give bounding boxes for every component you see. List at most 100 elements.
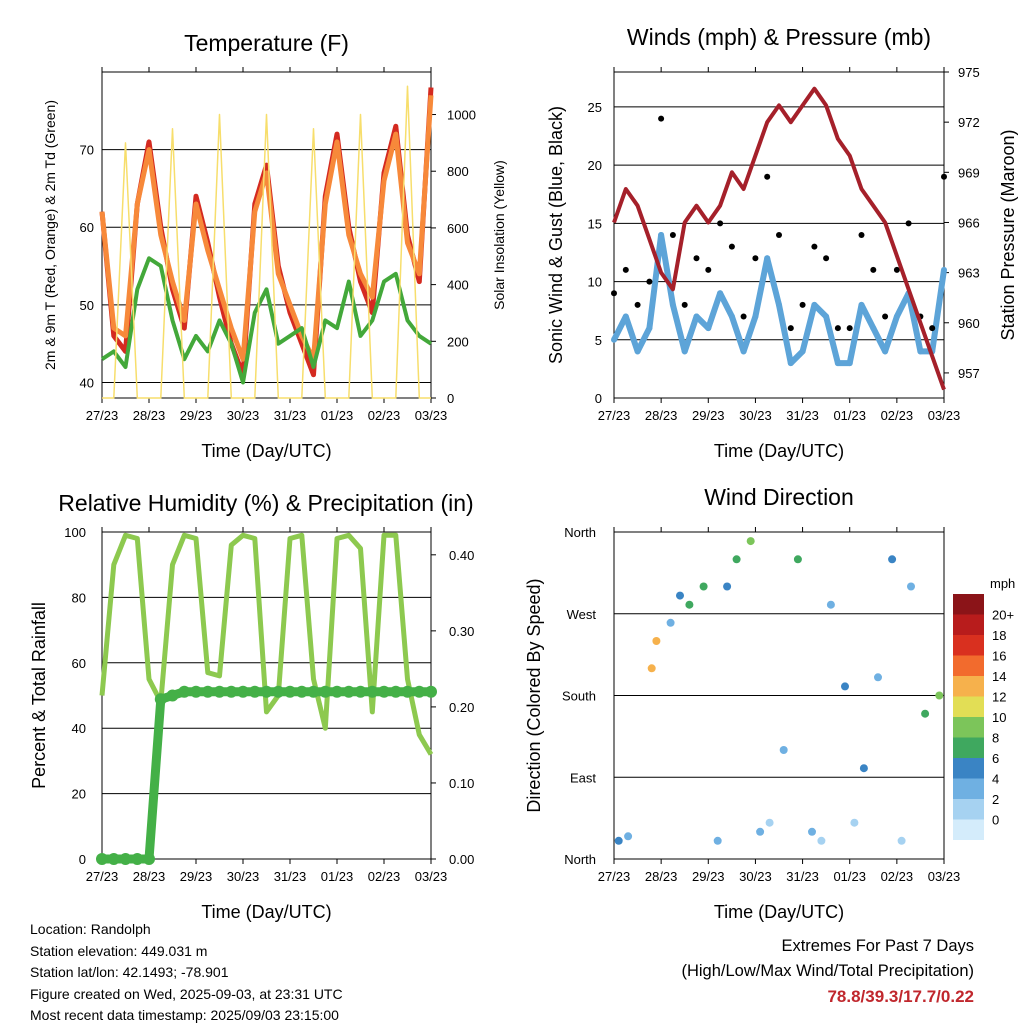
y-axis-label-left: 2m & 9m T (Red, Orange) & 2m Td (Green) [42, 100, 58, 370]
direction-point [921, 709, 930, 718]
x-axis-label: Time (Day/UTC) [714, 441, 844, 461]
y-tick-label-left: 0 [79, 852, 86, 867]
gust-point [811, 243, 818, 250]
direction-point [779, 746, 788, 754]
y-tick-label-right: 0.40 [449, 548, 474, 563]
timestamp-text: Most recent data timestamp: 2025/09/03 2… [30, 1007, 339, 1023]
wind-point [669, 301, 676, 308]
direction-point [746, 537, 755, 546]
rainfall-point [331, 685, 343, 698]
y-tick-label-right: 966 [958, 215, 980, 230]
rainfall-point [342, 685, 355, 698]
rainfall-point [389, 685, 402, 698]
extremes-heading: Extremes For Past 7 Days [781, 937, 974, 955]
colorbar-label: 20+ [992, 608, 1014, 623]
x-tick-label: 30/23 [739, 408, 772, 423]
gust-point [799, 301, 806, 308]
x-tick-label: 01/23 [833, 869, 866, 884]
x-tick-label: 29/23 [180, 408, 213, 423]
wind-point [776, 301, 782, 308]
direction-point [676, 591, 684, 600]
colorbar-swatch [953, 594, 984, 615]
x-tick-label: 29/23 [692, 869, 725, 884]
winds-panel: 27/23 28/23 29/23 30/23 31/23 01/23 02/23 03/23… [546, 24, 1018, 461]
gust-point [740, 313, 747, 320]
colorbar-swatch [953, 717, 984, 738]
colorbar-swatch [953, 819, 984, 840]
gust-point [787, 325, 794, 332]
y-axis-label-left: Sonic Wind & Gust (Blue, Black) [546, 106, 566, 364]
y-tick-label-left: 100 [64, 525, 86, 540]
y-tick-label-right: 200 [447, 334, 469, 349]
x-tick-label: 03/23 [415, 869, 448, 884]
direction-point [614, 836, 623, 845]
wind-point [740, 348, 747, 355]
colorbar-label: 12 [992, 690, 1006, 705]
direction-point [874, 673, 882, 682]
colorbar-swatch [953, 635, 984, 656]
y-axis-label-left: Percent & Total Rainfall [29, 602, 49, 789]
gust-point [646, 278, 653, 285]
gust-point [622, 266, 629, 273]
colorbar-label: 4 [992, 772, 999, 787]
y-tick-label-left: East [570, 770, 596, 785]
y-tick-label-right: 400 [447, 278, 469, 293]
y-tick-label-left: 60 [72, 656, 86, 671]
y-tick-label-right: 963 [958, 266, 980, 281]
direction-point [888, 555, 897, 564]
gust-point [681, 301, 688, 308]
x-tick-label: 30/23 [227, 408, 260, 423]
y-tick-label-left: 20 [588, 158, 602, 173]
wind-point [893, 313, 900, 320]
rainfall-line [102, 687, 431, 864]
series-line-2 [100, 256, 433, 385]
y-tick-label-left: 40 [80, 375, 94, 390]
colorbar-swatch [953, 696, 984, 717]
direction-point [817, 836, 826, 845]
gust-point [870, 266, 877, 273]
direction-point [859, 764, 868, 773]
rainfall-point [413, 685, 426, 698]
x-tick-label: 31/23 [786, 869, 819, 884]
series-line-3 [102, 85, 431, 399]
colorbar-title: mph [990, 576, 1015, 591]
rainfall-point [354, 685, 367, 698]
x-axis-label: Time (Day/UTC) [201, 902, 331, 922]
rainfall-point [295, 685, 308, 698]
y-tick-label-right: 1000 [447, 108, 476, 123]
rainfall-point [366, 685, 379, 698]
rainfall-point [272, 685, 285, 698]
y-tick-label-left: 0 [595, 391, 602, 406]
y-tick-label-left: 10 [588, 275, 602, 290]
x-tick-label: 28/23 [133, 869, 166, 884]
direction-point [850, 818, 859, 827]
y-tick-label-left: 5 [595, 333, 602, 348]
rainfall-point [319, 685, 332, 698]
gust-point [752, 255, 759, 262]
extremes-summary: Extremes For Past 7 Days (High/Low/Max W… [681, 934, 974, 1009]
wind-point [882, 348, 889, 355]
wind-point [752, 313, 759, 320]
wind-point [646, 325, 653, 332]
y-tick-label-left: 70 [80, 143, 94, 158]
y-tick-label-right: 960 [958, 316, 980, 331]
x-tick-label: 27/23 [598, 869, 631, 884]
gust-point [658, 115, 665, 122]
colorbar-swatch [953, 676, 984, 697]
rainfall-point [143, 853, 155, 865]
panel-title: Temperature (F) [184, 30, 349, 56]
y-tick-label-left: West [567, 607, 597, 622]
direction-point [624, 832, 633, 841]
direction-point [808, 827, 816, 836]
direction-point [699, 582, 708, 591]
colorbar-label: 2 [992, 792, 999, 807]
direction-point [935, 691, 944, 700]
rainfall-point [425, 685, 437, 698]
gust-point [634, 301, 641, 308]
gust-point [858, 232, 865, 238]
gust-point [776, 232, 782, 238]
rainfall-point [107, 853, 120, 865]
y-tick-label-left: 60 [80, 220, 94, 235]
panel-title: Winds (mph) & Pressure (mb) [627, 24, 931, 50]
